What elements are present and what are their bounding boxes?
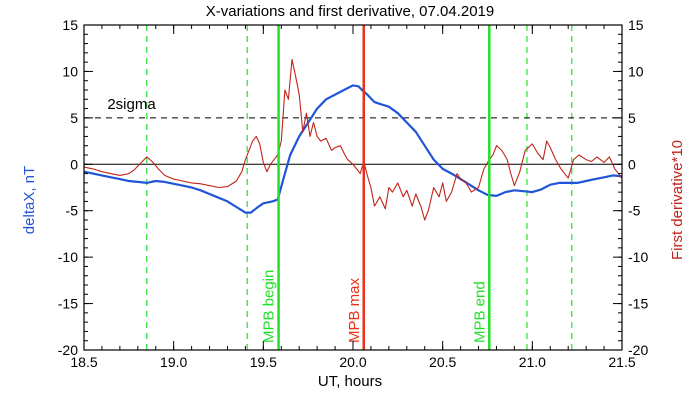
left-tick-label: 10 [62, 63, 78, 79]
right-tick-label: 5 [628, 110, 636, 126]
plot-area: 2sigma MPB begin MPB max MPB end [83, 24, 623, 351]
x-tick-label: 19.5 [250, 354, 277, 370]
mpb-max-label: MPB max [346, 277, 363, 343]
mpb-begin-label: MPB begin [261, 270, 278, 343]
left-tick-label: 0 [70, 156, 78, 172]
left-tick-label: -5 [66, 203, 79, 219]
chart-title: X-variations and first derivative, 07.04… [206, 3, 495, 20]
left-axis-title: deltaX, nT [21, 166, 38, 234]
x-tick-label: 21.5 [608, 354, 635, 370]
x-tick-label: 20.5 [429, 354, 456, 370]
right-tick-label: -20 [628, 342, 648, 358]
x-tick-label: 20.0 [339, 354, 366, 370]
left-tick-label: 15 [62, 17, 78, 33]
left-tick-label: -15 [58, 296, 78, 312]
right-tick-label: 0 [628, 156, 636, 172]
right-tick-label: -5 [628, 203, 641, 219]
right-axis-title: First derivative*10 [669, 140, 686, 260]
x-tick-label: 21.0 [519, 354, 546, 370]
deltax-series-line [83, 84, 623, 214]
x-axis-title: UT, hours [318, 373, 382, 390]
x-tick-label: 19.0 [160, 354, 187, 370]
right-tick-label: -15 [628, 296, 648, 312]
left-tick-label: 5 [70, 110, 78, 126]
x-tick-label: 18.5 [70, 354, 97, 370]
derivative-series-line [83, 58, 623, 221]
axis-ticks: 18.5 19.0 19.5 20.0 20.5 21.0 21.5 15 15 10 10 5 5 0 0… [58, 17, 649, 370]
mpb-end-label: MPB end [471, 281, 488, 343]
right-tick-label: 10 [628, 63, 644, 79]
threshold-label: 2sigma [107, 96, 156, 113]
right-tick-label: 15 [628, 17, 644, 33]
left-tick-label: -10 [58, 249, 78, 265]
right-tick-label: -10 [628, 249, 648, 265]
left-tick-label: -20 [58, 342, 78, 358]
